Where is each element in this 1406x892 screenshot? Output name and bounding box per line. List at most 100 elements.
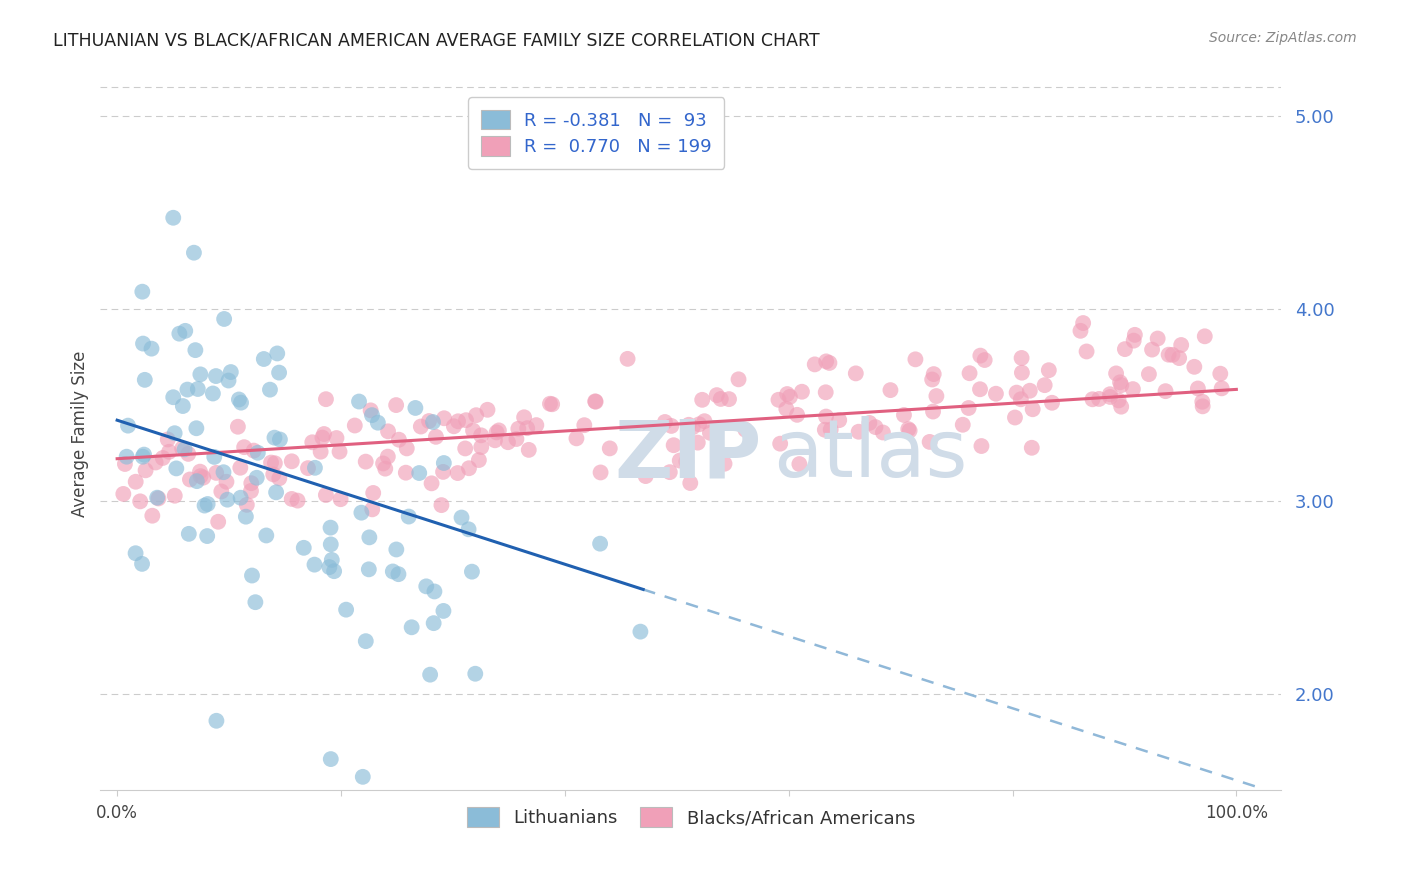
Point [266, 346, 288, 360]
Point [235, 509, 257, 524]
Point [190, 368, 212, 382]
Point [513, 410, 536, 425]
Point [315, 488, 337, 502]
Point [260, 456, 283, 470]
Point [897, 422, 920, 436]
Point [205, 466, 228, 480]
Point [1209, 367, 1232, 381]
Point [141, 342, 163, 356]
Point [457, 522, 479, 536]
Point [790, 384, 813, 399]
Text: ZIP: ZIP [614, 416, 762, 494]
Point [477, 402, 499, 417]
Point [162, 211, 184, 225]
Point [190, 469, 212, 483]
Point [242, 443, 264, 458]
Point [1071, 316, 1094, 330]
Point [538, 397, 561, 411]
Point [488, 424, 510, 438]
Point [468, 453, 491, 467]
Point [634, 469, 657, 483]
Point [240, 483, 263, 498]
Point [240, 476, 263, 491]
Point [205, 714, 228, 728]
Point [176, 383, 198, 397]
Point [165, 461, 187, 475]
Point [699, 425, 721, 440]
Point [374, 461, 396, 475]
Point [408, 466, 430, 480]
Point [319, 752, 342, 766]
Point [970, 439, 993, 453]
Point [172, 442, 194, 456]
Point [659, 418, 682, 433]
Point [187, 382, 209, 396]
Point [433, 456, 456, 470]
Point [157, 444, 180, 458]
Point [131, 285, 153, 299]
Point [193, 499, 215, 513]
Point [727, 372, 749, 386]
Point [323, 564, 346, 578]
Point [1191, 400, 1213, 414]
Point [226, 419, 249, 434]
Point [1122, 334, 1144, 348]
Point [152, 450, 174, 465]
Point [162, 390, 184, 404]
Point [1010, 392, 1032, 407]
Point [443, 419, 465, 434]
Point [318, 560, 340, 574]
Point [589, 536, 612, 550]
Point [984, 386, 1007, 401]
Point [865, 420, 887, 434]
Point [163, 426, 186, 441]
Point [409, 419, 432, 434]
Point [921, 372, 943, 386]
Point [422, 415, 444, 429]
Point [693, 414, 716, 428]
Point [589, 466, 612, 480]
Point [1081, 392, 1104, 407]
Point [395, 442, 418, 456]
Point [114, 457, 136, 471]
Point [1157, 348, 1180, 362]
Point [177, 447, 200, 461]
Point [385, 398, 408, 412]
Point [269, 471, 291, 485]
Point [361, 486, 384, 500]
Text: Source: ZipAtlas.com: Source: ZipAtlas.com [1209, 31, 1357, 45]
Point [115, 450, 138, 464]
Point [246, 471, 269, 485]
Point [425, 430, 447, 444]
Point [360, 403, 382, 417]
Point [197, 497, 219, 511]
Point [174, 324, 197, 338]
Point [1114, 342, 1136, 356]
Point [516, 421, 538, 435]
Point [803, 358, 825, 372]
Point [879, 383, 901, 397]
Point [1154, 384, 1177, 399]
Point [446, 466, 468, 480]
Point [304, 460, 326, 475]
Point [1211, 381, 1233, 395]
Point [484, 434, 506, 448]
Point [918, 434, 941, 449]
Point [259, 383, 281, 397]
Point [1111, 378, 1133, 392]
Point [454, 442, 477, 456]
Point [215, 475, 238, 489]
Point [177, 526, 200, 541]
Point [461, 424, 484, 438]
Point [430, 498, 453, 512]
Point [628, 624, 651, 639]
Point [415, 579, 437, 593]
Point [212, 312, 235, 326]
Point [820, 423, 842, 437]
Point [690, 392, 713, 407]
Point [398, 509, 420, 524]
Point [329, 492, 352, 507]
Point [734, 423, 756, 437]
Point [1182, 359, 1205, 374]
Point [957, 401, 980, 415]
